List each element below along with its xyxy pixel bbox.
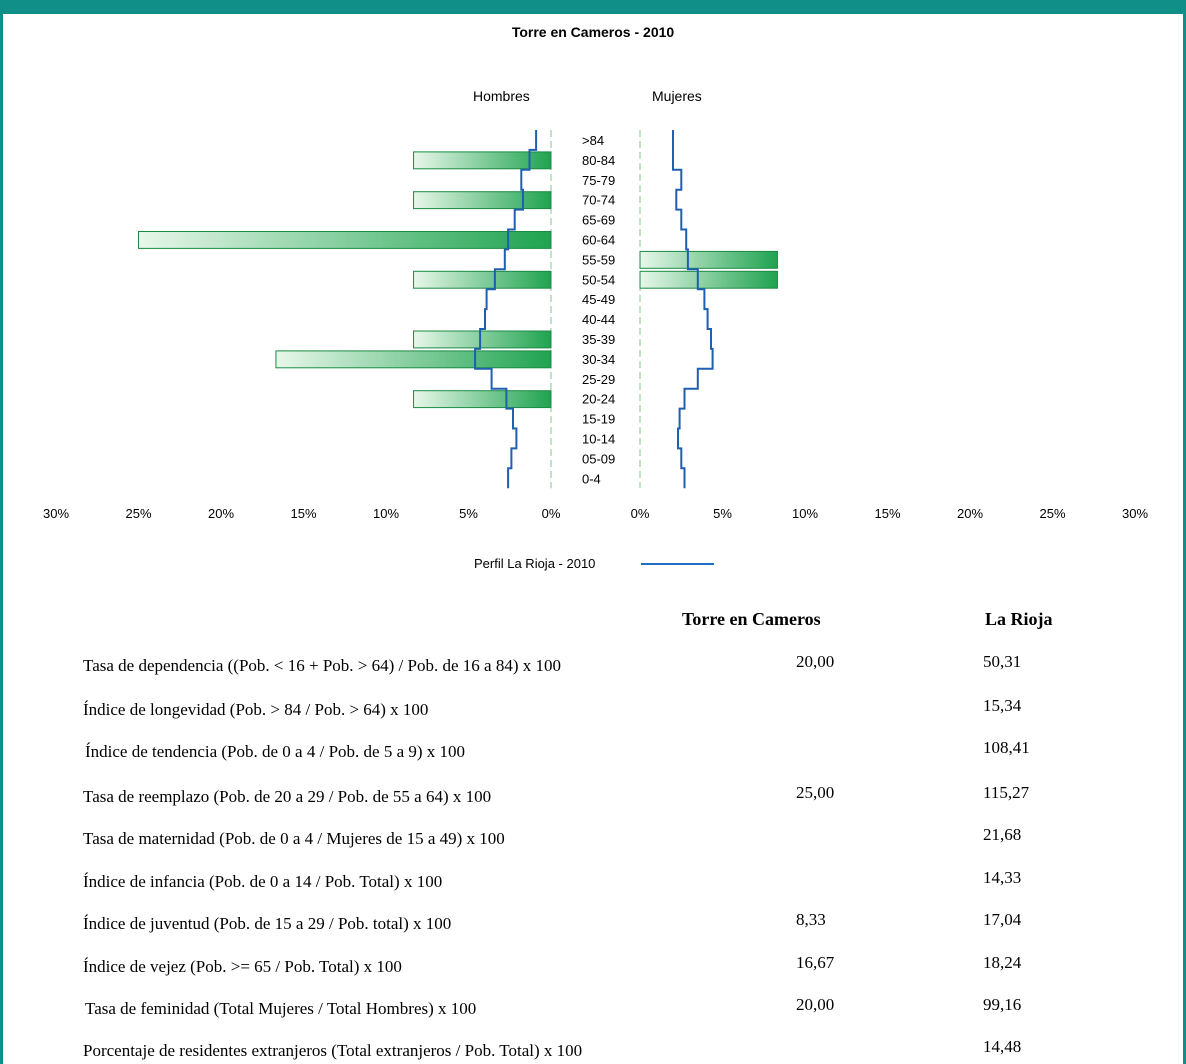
age-label-50-54: 50-54 xyxy=(582,272,615,287)
indicator-local-value: 16,67 xyxy=(796,953,835,972)
x-tick-right: 20% xyxy=(957,506,983,521)
age-label-35-39: 35-39 xyxy=(582,332,615,347)
bar-male-35-39 xyxy=(413,330,552,349)
indicator-label: Índice de longevidad (Pob. > 84 / Pob. >… xyxy=(83,700,429,719)
x-tick-right: 25% xyxy=(1039,506,1065,521)
indicator-row: Tasa de dependencia ((Pob. < 16 + Pob. >… xyxy=(0,652,1186,678)
indicator-local-value: 8,33 xyxy=(796,910,826,929)
table-header-region: La Rioja xyxy=(985,609,1053,629)
men-side-label: Hombres xyxy=(473,88,530,104)
age-label-55-59: 55-59 xyxy=(582,252,615,267)
age-label-25-29: 25-29 xyxy=(582,372,615,387)
age-label-40-44: 40-44 xyxy=(582,312,615,327)
bar-male-50-54 xyxy=(413,270,552,289)
age-label-70-74: 70-74 xyxy=(582,193,615,208)
window-left-border xyxy=(0,0,3,1064)
x-tick-left: 25% xyxy=(125,506,151,521)
bar-female-50-54 xyxy=(639,270,778,289)
x-tick-left: 30% xyxy=(43,506,69,521)
indicator-row: Índice de vejez (Pob. >= 65 / Pob. Total… xyxy=(0,953,1186,979)
indicator-region-value: 15,34 xyxy=(983,696,1022,715)
age-label-20-24: 20-24 xyxy=(582,392,615,407)
x-tick-left: 5% xyxy=(459,506,478,521)
indicator-region-value: 14,33 xyxy=(983,868,1022,887)
age-label-10-14: 10-14 xyxy=(582,432,615,447)
indicator-label: Índice de juventud (Pob. de 15 a 29 / Po… xyxy=(83,914,452,933)
indicator-label: Porcentaje de residentes extranjeros (To… xyxy=(83,1041,583,1060)
indicator-row: Índice de tendencia (Pob. de 0 a 4 / Pob… xyxy=(0,738,1186,764)
bar-male-30-34 xyxy=(275,350,552,369)
legend-line-swatch xyxy=(641,563,714,565)
x-tick-right: 0% xyxy=(631,506,650,521)
table-header-local: Torre en Cameros xyxy=(682,609,821,629)
indicator-region-value: 99,16 xyxy=(983,995,1022,1014)
window-right-border xyxy=(1183,0,1186,1064)
chart-title: Torre en Cameros - 2010 xyxy=(511,24,675,40)
bar-female-55-59 xyxy=(639,250,778,269)
bar-male-20-24 xyxy=(413,390,552,409)
age-label-60-64: 60-64 xyxy=(582,233,615,248)
age-label->84: >84 xyxy=(582,133,604,148)
x-tick-right: 5% xyxy=(713,506,732,521)
age-label-45-49: 45-49 xyxy=(582,292,615,307)
indicator-label: Índice de vejez (Pob. >= 65 / Pob. Total… xyxy=(83,957,402,976)
indicator-row: Tasa de maternidad (Pob. de 0 a 4 / Muje… xyxy=(0,825,1186,851)
indicator-label: Tasa de feminidad (Total Mujeres / Total… xyxy=(85,999,477,1018)
x-tick-left: 20% xyxy=(208,506,234,521)
indicator-row: Índice de longevidad (Pob. > 84 / Pob. >… xyxy=(0,696,1186,722)
indicator-region-value: 18,24 xyxy=(983,953,1022,972)
indicator-label: Tasa de maternidad (Pob. de 0 a 4 / Muje… xyxy=(83,829,505,848)
indicator-region-value: 14,48 xyxy=(983,1037,1022,1056)
bar-male-60-64 xyxy=(138,231,552,249)
age-label-65-69: 65-69 xyxy=(582,213,615,228)
x-tick-right: 15% xyxy=(874,506,900,521)
indicator-label: Tasa de dependencia ((Pob. < 16 + Pob. >… xyxy=(83,656,561,675)
x-tick-right: 10% xyxy=(792,506,818,521)
x-tick-left: 10% xyxy=(373,506,399,521)
age-label-75-79: 75-79 xyxy=(582,173,615,188)
age-label-0-4: 0-4 xyxy=(582,471,601,486)
profile-line-female xyxy=(672,130,714,489)
indicator-row: Índice de juventud (Pob. de 15 a 29 / Po… xyxy=(0,910,1186,936)
age-label-80-84: 80-84 xyxy=(582,153,615,168)
indicator-row: Tasa de feminidad (Total Mujeres / Total… xyxy=(0,995,1186,1021)
profile-line-male xyxy=(474,130,538,489)
indicator-label: Índice de tendencia (Pob. de 0 a 4 / Pob… xyxy=(85,742,466,761)
bar-male-70-74 xyxy=(413,191,552,210)
indicator-region-value: 50,31 xyxy=(983,652,1022,671)
indicator-region-value: 115,27 xyxy=(983,783,1030,802)
x-tick-left: 0% xyxy=(542,506,561,521)
indicator-row: Tasa de reemplazo (Pob. de 20 a 29 / Pob… xyxy=(0,783,1186,809)
x-tick-left: 15% xyxy=(290,506,316,521)
indicator-region-value: 21,68 xyxy=(983,825,1022,844)
bar-male-80-84 xyxy=(413,151,552,170)
indicator-row: Porcentaje de residentes extranjeros (To… xyxy=(0,1037,1186,1063)
indicator-label: Índice de infancia (Pob. de 0 a 14 / Pob… xyxy=(83,872,443,891)
legend-label: Perfil La Rioja - 2010 xyxy=(474,556,596,571)
age-label-15-19: 15-19 xyxy=(582,412,615,427)
age-label-05-09: 05-09 xyxy=(582,451,615,466)
indicator-local-value: 25,00 xyxy=(796,783,835,802)
indicator-label: Tasa de reemplazo (Pob. de 20 a 29 / Pob… xyxy=(83,787,492,806)
indicator-local-value: 20,00 xyxy=(796,652,835,671)
age-label-30-34: 30-34 xyxy=(582,352,615,367)
indicator-row: Índice de infancia (Pob. de 0 a 14 / Pob… xyxy=(0,868,1186,894)
indicator-region-value: 108,41 xyxy=(983,738,1030,757)
window-top-border xyxy=(0,0,1186,14)
x-tick-right: 30% xyxy=(1122,506,1148,521)
indicator-region-value: 17,04 xyxy=(983,910,1022,929)
population-pyramid-chart: >84 80-84 75-79 70-74 65-69 60-64 55-59 50-54 45… xyxy=(43,130,1148,521)
indicator-local-value: 20,00 xyxy=(796,995,835,1014)
women-side-label: Mujeres xyxy=(652,88,702,104)
